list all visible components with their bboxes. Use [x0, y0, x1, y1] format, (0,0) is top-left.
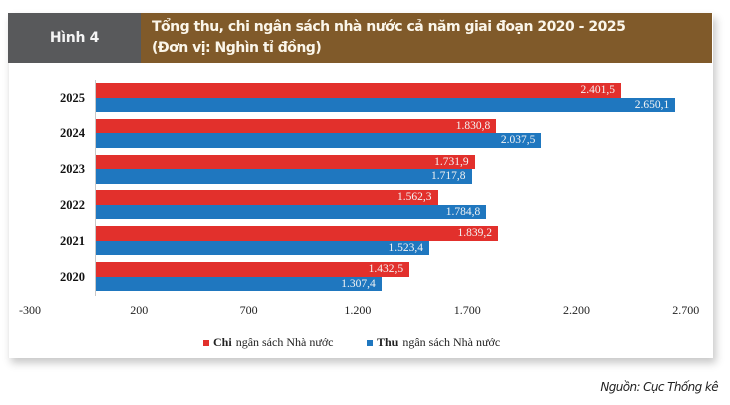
bar-chi-2024: 1.830,8 [96, 118, 497, 134]
bar-thu-2022: 1.784,8 [96, 204, 487, 220]
legend: Chi ngân sách Nhà nước Thu ngân sách Nhà… [0, 335, 730, 349]
figure-number: Hình 4 [8, 13, 141, 63]
bar-value-label: 2.650,1 [634, 98, 670, 111]
x-tick-label: 700 [239, 303, 258, 317]
bar-chi-2023: 1.731,9 [96, 154, 475, 170]
bar-chi-2025: 2.401,5 [96, 83, 621, 98]
bar-thu-2020: 1.307,4 [96, 276, 382, 291]
x-tick-label: -300 [19, 303, 41, 317]
bar-value-label: 1.432,5 [368, 263, 404, 275]
bar-value-label: 2.401,5 [580, 84, 616, 96]
legend-chi-label: ngân sách Nhà nước [235, 335, 334, 349]
x-tick-label: 2.700 [672, 303, 700, 317]
bar-thu-2025: 2.650,1 [96, 97, 676, 112]
legend-swatch-blue-icon [367, 339, 373, 346]
year-label-2022: 2022 [60, 197, 85, 212]
legend-thu-label: ngân sách Nhà nước [402, 335, 501, 349]
bar-chi-2022: 1.562,3 [96, 190, 438, 205]
bar-value-label: 1.717,8 [431, 170, 466, 183]
y-axis-line [95, 80, 96, 296]
figure-header: Hình 4 Tổng thu, chi ngân sách nhà nước … [8, 13, 712, 63]
figure-title: Tổng thu, chi ngân sách nhà nước cả năm … [141, 13, 712, 63]
bar-value-label: 2.037,5 [500, 134, 536, 147]
legend-item-thu: Thu ngân sách Nhà nước [367, 335, 500, 350]
legend-item-chi: Chi ngân sách Nhà nước [203, 335, 334, 350]
year-label-2023: 2023 [60, 162, 85, 177]
bar-value-label: 1.307,4 [341, 277, 376, 290]
title-unit: (Đơn vị: Nghìn tỉ đồng) [152, 40, 322, 56]
bar-value-label: 1.523,4 [388, 241, 424, 254]
legend-thu-strong: Thu [377, 335, 399, 349]
legend-swatch-red-icon [203, 339, 209, 346]
year-label-2025: 2025 [60, 90, 85, 105]
title-line-1: Tổng thu, chi ngân sách nhà nước cả năm … [152, 19, 626, 35]
x-tick-label: 1.700 [453, 303, 481, 317]
bar-chi-2021: 1.839,2 [96, 226, 498, 241]
bar-value-label: 1.830,8 [455, 119, 491, 132]
x-tick-label: 1.200 [344, 303, 372, 317]
bar-thu-2023: 1.717,8 [96, 169, 472, 184]
bar-value-label: 1.562,3 [397, 191, 432, 204]
source-note: Nguồn: Cục Thống kê [600, 380, 718, 394]
year-label-2024: 2024 [60, 126, 85, 141]
bar-thu-2021: 1.523,4 [96, 240, 429, 256]
x-tick-label: 2.200 [563, 303, 590, 317]
year-label-2021: 2021 [60, 233, 85, 248]
bar-value-label: 1.784,8 [445, 205, 481, 218]
legend-chi-strong: Chi [213, 335, 232, 349]
bar-chi-2020: 1.432,5 [96, 262, 410, 277]
x-tick-label: 200 [130, 303, 149, 317]
bar-value-label: 1.839,2 [457, 227, 493, 240]
bar-value-label: 1.731,9 [434, 155, 469, 168]
chart-card [8, 13, 713, 358]
bar-thu-2024: 2.037,5 [96, 133, 542, 148]
year-label-2020: 2020 [60, 269, 85, 284]
